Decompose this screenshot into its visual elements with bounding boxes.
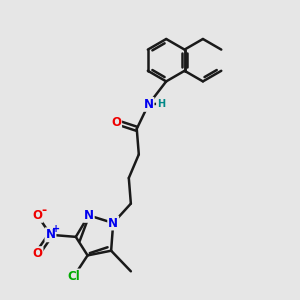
Text: N: N — [143, 98, 154, 111]
Text: +: + — [52, 224, 60, 234]
Text: -: - — [41, 205, 46, 218]
Text: O: O — [111, 116, 121, 128]
Text: H: H — [157, 99, 165, 109]
Text: O: O — [32, 209, 43, 222]
Text: N: N — [46, 228, 56, 241]
Text: N: N — [84, 209, 94, 222]
Text: O: O — [32, 247, 43, 260]
Text: N: N — [108, 217, 118, 230]
Text: Cl: Cl — [68, 269, 80, 283]
